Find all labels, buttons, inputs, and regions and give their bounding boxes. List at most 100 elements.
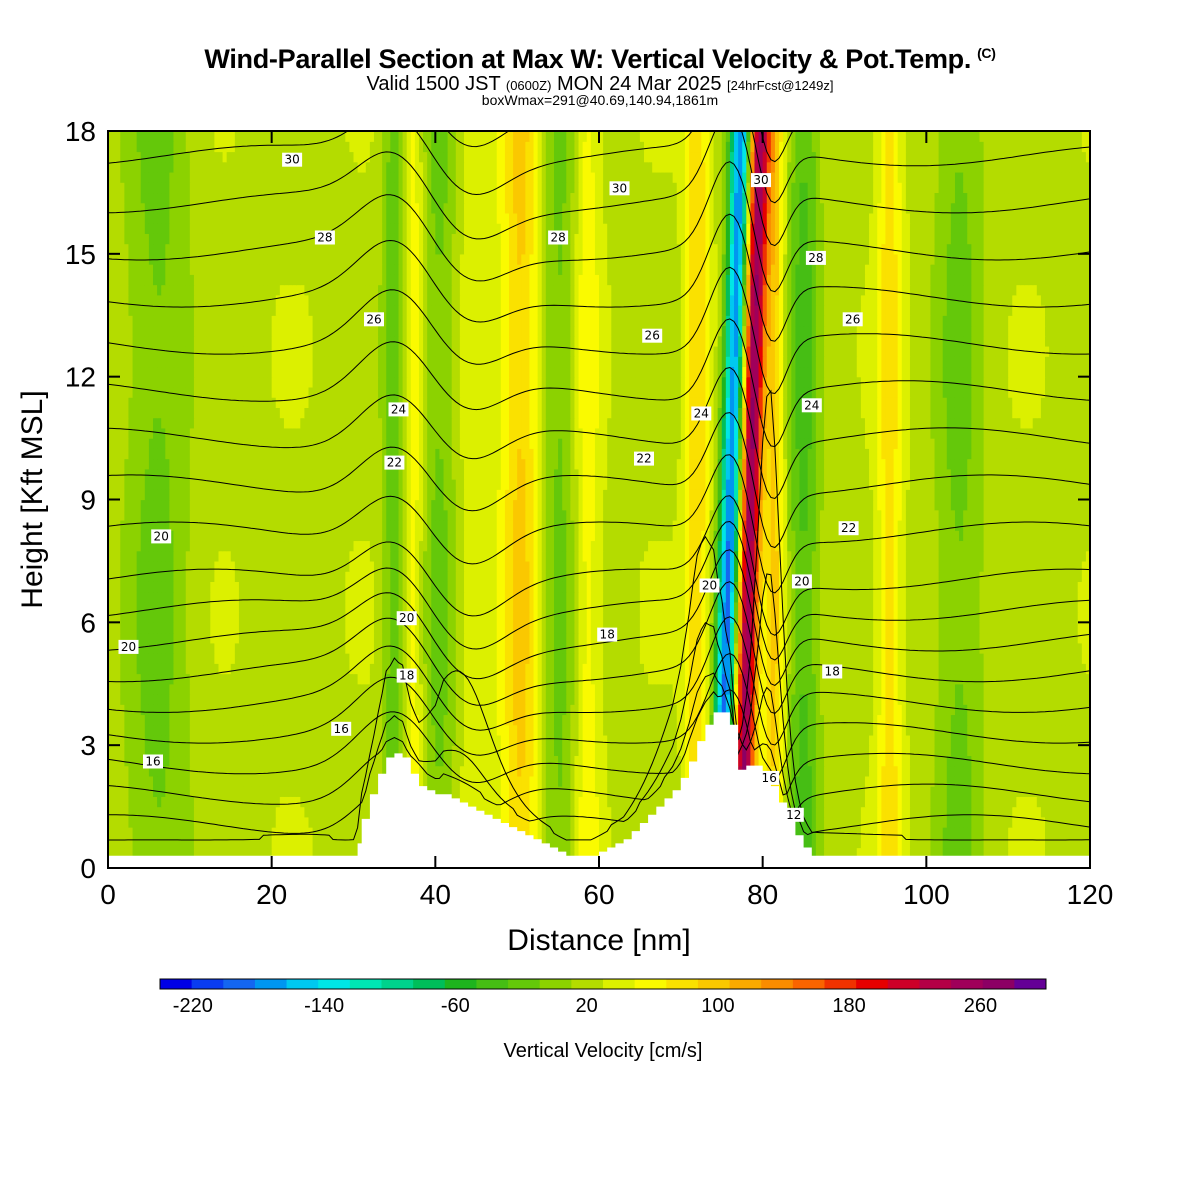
velocity-cell bbox=[795, 653, 801, 664]
velocity-cell bbox=[193, 827, 199, 838]
velocity-cell bbox=[218, 693, 224, 705]
valid-time: Valid 1500 JST (0600Z) MON 24 Mar 2025 [… bbox=[0, 73, 1200, 96]
velocity-cell bbox=[725, 704, 731, 716]
velocity-cell bbox=[860, 816, 866, 828]
velocity-cell bbox=[676, 755, 682, 767]
velocity-cell bbox=[181, 827, 187, 838]
velocity-cell bbox=[275, 663, 281, 675]
velocity-cell bbox=[619, 704, 625, 716]
velocity-cell bbox=[210, 806, 215, 818]
velocity-cell bbox=[599, 714, 604, 726]
velocity-cell bbox=[423, 704, 428, 716]
velocity-cell bbox=[525, 663, 531, 675]
velocity-cell bbox=[140, 724, 146, 736]
velocity-cell bbox=[639, 663, 645, 675]
velocity-cell bbox=[815, 765, 821, 777]
velocity-cell bbox=[909, 673, 915, 685]
velocity-cell bbox=[623, 683, 629, 695]
velocity-cell bbox=[414, 724, 420, 736]
velocity-cell bbox=[905, 734, 911, 746]
velocity-cell bbox=[365, 714, 371, 726]
velocity-cell bbox=[1004, 673, 1009, 685]
velocity-cell bbox=[1024, 724, 1030, 736]
velocity-cell bbox=[234, 827, 240, 838]
velocity-cell bbox=[770, 683, 776, 695]
velocity-cell bbox=[701, 693, 706, 705]
velocity-cell bbox=[1065, 673, 1071, 685]
velocity-cell bbox=[1073, 827, 1079, 838]
velocity-cell bbox=[410, 734, 416, 746]
velocity-cell bbox=[222, 816, 228, 828]
velocity-cell bbox=[165, 663, 170, 675]
velocity-cell bbox=[836, 734, 842, 746]
velocity-cell bbox=[549, 653, 555, 664]
velocity-cell bbox=[463, 673, 469, 685]
velocity-cell bbox=[459, 673, 465, 685]
velocity-cell bbox=[766, 653, 772, 664]
velocity-cell bbox=[648, 714, 653, 726]
velocity-cell bbox=[1028, 714, 1034, 726]
velocity-cell bbox=[824, 837, 829, 849]
velocity-cell bbox=[492, 796, 498, 808]
velocity-cell bbox=[975, 683, 981, 695]
velocity-cell bbox=[545, 663, 551, 675]
velocity-cell bbox=[517, 704, 522, 716]
velocity-cell bbox=[218, 837, 224, 849]
velocity-cell bbox=[660, 734, 666, 746]
velocity-cell bbox=[656, 704, 661, 716]
velocity-cell bbox=[742, 683, 747, 695]
velocity-cell bbox=[161, 827, 166, 838]
velocity-cell bbox=[783, 775, 788, 787]
velocity-cell bbox=[864, 693, 870, 705]
velocity-cell bbox=[243, 673, 248, 685]
velocity-cell bbox=[852, 653, 858, 664]
velocity-cell bbox=[1057, 796, 1062, 808]
velocity-cell bbox=[500, 765, 506, 777]
velocity-cell bbox=[353, 693, 359, 705]
velocity-cell bbox=[590, 653, 596, 664]
velocity-cell bbox=[279, 734, 285, 746]
velocity-cell bbox=[349, 765, 355, 777]
velocity-cell bbox=[124, 837, 130, 849]
velocity-cell bbox=[296, 704, 301, 716]
velocity-cell bbox=[541, 755, 547, 767]
velocity-cell bbox=[922, 683, 927, 695]
velocity-cell bbox=[177, 816, 183, 828]
velocity-cell bbox=[999, 745, 1005, 757]
velocity-cell bbox=[909, 755, 915, 767]
velocity-cell bbox=[897, 734, 903, 746]
velocity-cell bbox=[541, 745, 547, 757]
velocity-cell bbox=[181, 704, 187, 716]
velocity-cell bbox=[361, 663, 367, 675]
velocity-cell bbox=[844, 827, 850, 838]
velocity-cell bbox=[889, 827, 895, 838]
velocity-cell bbox=[259, 704, 265, 716]
velocity-cell bbox=[283, 734, 289, 746]
velocity-cell bbox=[373, 683, 379, 695]
velocity-cell bbox=[869, 724, 874, 736]
velocity-cell bbox=[243, 683, 248, 695]
velocity-cell bbox=[799, 755, 805, 767]
velocity-cell bbox=[840, 673, 846, 685]
velocity-cell bbox=[193, 704, 199, 716]
velocity-cell bbox=[369, 745, 375, 757]
velocity-cell bbox=[562, 796, 567, 808]
velocity-cell bbox=[963, 816, 968, 828]
velocity-cell bbox=[799, 673, 805, 685]
velocity-cell bbox=[995, 755, 1001, 767]
velocity-cell bbox=[914, 673, 919, 685]
velocity-cell bbox=[312, 683, 318, 695]
velocity-cell bbox=[251, 704, 256, 716]
velocity-cell bbox=[533, 663, 539, 675]
velocity-cell bbox=[198, 653, 203, 664]
velocity-cell bbox=[660, 693, 666, 705]
velocity-cell bbox=[885, 683, 891, 695]
velocity-cell bbox=[1065, 786, 1071, 797]
velocity-cell bbox=[926, 693, 932, 705]
velocity-cell bbox=[177, 693, 183, 705]
velocity-cell bbox=[807, 673, 813, 685]
velocity-cell bbox=[1069, 714, 1075, 726]
velocity-cell bbox=[1077, 806, 1083, 818]
velocity-cell bbox=[1069, 847, 1075, 859]
velocity-cell bbox=[652, 806, 657, 818]
